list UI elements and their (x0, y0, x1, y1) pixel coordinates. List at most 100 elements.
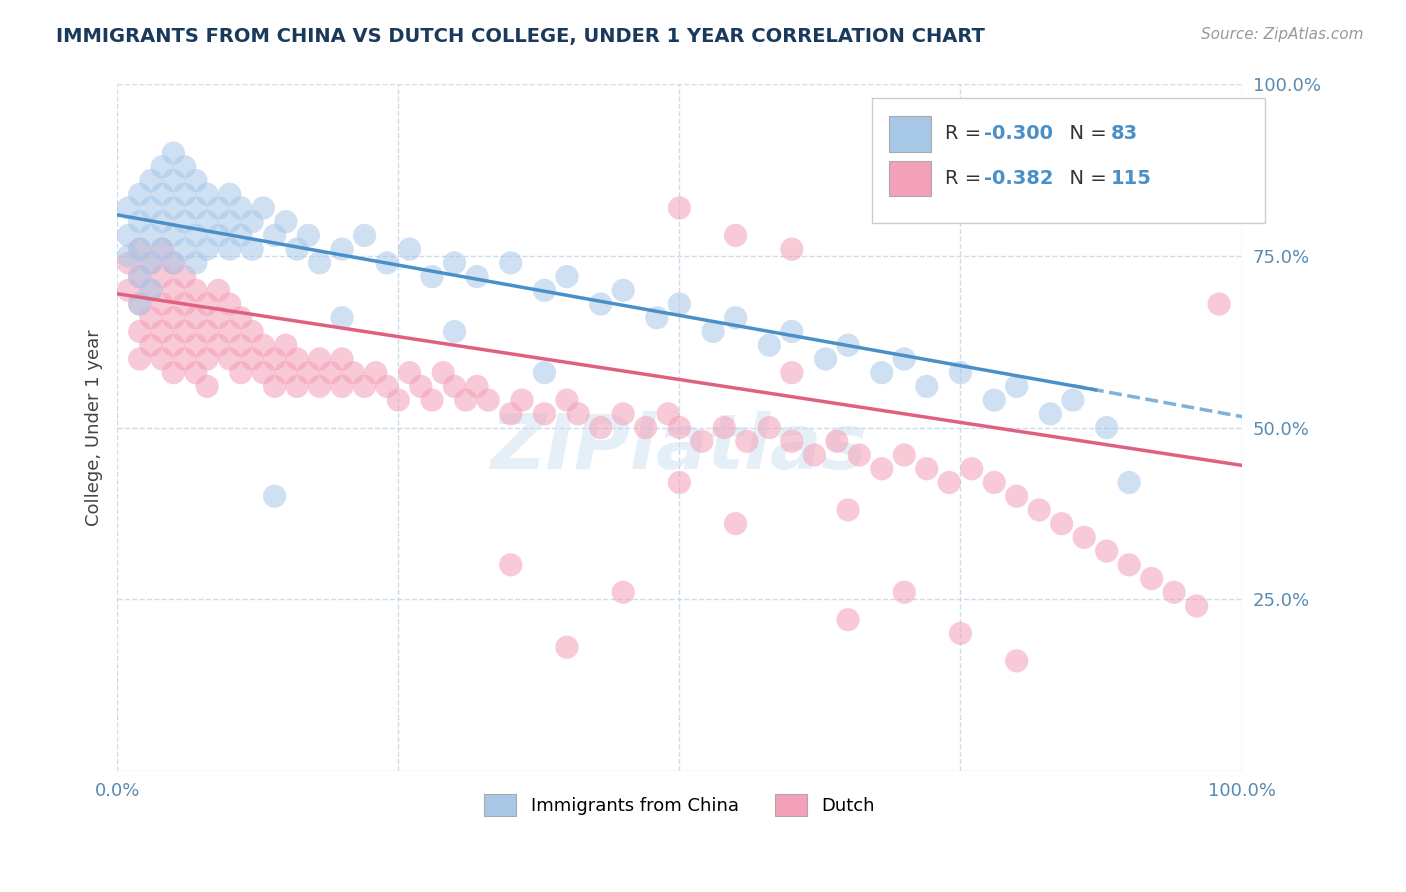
Point (128, 187, 150, 202)
Point (173, 160, 195, 174)
Point (184, 338, 207, 352)
Point (848, 448, 870, 462)
Point (983, 475, 1005, 490)
Point (780, 434, 803, 449)
Point (690, 434, 713, 449)
Text: N =: N = (1057, 169, 1114, 188)
Point (184, 366, 207, 380)
Point (668, 475, 690, 490)
Point (432, 366, 454, 380)
Point (184, 256, 207, 270)
Point (353, 379, 375, 393)
Point (353, 228, 375, 243)
Point (1005, 654, 1028, 668)
Point (150, 297, 173, 311)
Point (263, 228, 285, 243)
Point (252, 366, 274, 380)
Point (308, 256, 330, 270)
Point (533, 283, 555, 297)
Point (1062, 393, 1084, 408)
Point (229, 201, 252, 215)
Point (893, 351, 915, 366)
Point (443, 379, 465, 393)
Point (645, 310, 668, 325)
Point (162, 173, 184, 187)
Point (702, 325, 724, 339)
Point (1095, 420, 1118, 434)
Point (420, 393, 443, 408)
Point (938, 475, 960, 490)
Point (252, 201, 274, 215)
Point (195, 242, 218, 256)
Point (229, 228, 252, 243)
Point (915, 379, 938, 393)
Point (150, 325, 173, 339)
Text: Source: ZipAtlas.com: Source: ZipAtlas.com (1201, 27, 1364, 42)
Point (229, 310, 252, 325)
Point (195, 351, 218, 366)
Point (499, 407, 522, 421)
Point (117, 228, 139, 243)
Point (837, 338, 859, 352)
Point (375, 256, 398, 270)
Point (162, 283, 184, 297)
Point (443, 256, 465, 270)
Point (983, 393, 1005, 408)
Point (128, 242, 150, 256)
Point (240, 325, 263, 339)
Point (218, 325, 240, 339)
Point (780, 366, 803, 380)
Point (1005, 379, 1028, 393)
Point (252, 338, 274, 352)
Point (297, 366, 319, 380)
Point (870, 366, 893, 380)
Point (139, 256, 162, 270)
Point (398, 366, 420, 380)
Text: 115: 115 (1111, 169, 1152, 188)
Point (139, 201, 162, 215)
Point (454, 393, 477, 408)
Point (150, 215, 173, 229)
Point (184, 173, 207, 187)
Point (713, 420, 735, 434)
Point (612, 585, 634, 599)
Point (128, 242, 150, 256)
Point (263, 379, 285, 393)
Point (195, 187, 218, 202)
Point (218, 297, 240, 311)
Point (1140, 572, 1163, 586)
Point (285, 379, 308, 393)
Point (173, 269, 195, 284)
Point (263, 489, 285, 503)
Point (274, 338, 297, 352)
Point (139, 228, 162, 243)
Point (218, 351, 240, 366)
Point (285, 242, 308, 256)
Point (1185, 599, 1208, 613)
Point (724, 310, 747, 325)
Point (285, 351, 308, 366)
Point (510, 393, 533, 408)
Point (229, 338, 252, 352)
Point (308, 351, 330, 366)
Point (398, 242, 420, 256)
Point (117, 283, 139, 297)
Point (218, 242, 240, 256)
Point (162, 256, 184, 270)
Point (612, 407, 634, 421)
Point (207, 201, 229, 215)
Legend: Immigrants from China, Dutch: Immigrants from China, Dutch (477, 787, 883, 823)
Point (465, 379, 488, 393)
Point (330, 379, 353, 393)
Point (758, 420, 780, 434)
Point (150, 269, 173, 284)
Point (162, 338, 184, 352)
Text: R =: R = (945, 124, 987, 144)
Point (297, 228, 319, 243)
Point (893, 448, 915, 462)
Point (1039, 407, 1062, 421)
Point (184, 283, 207, 297)
Point (150, 242, 173, 256)
Point (207, 228, 229, 243)
Point (1095, 544, 1118, 558)
